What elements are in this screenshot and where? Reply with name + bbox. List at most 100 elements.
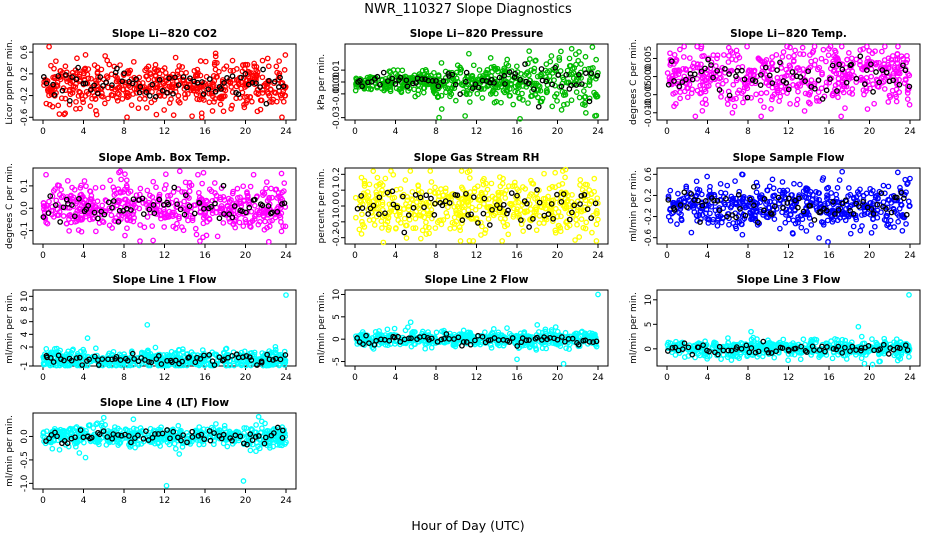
- x-tick-label: 16: [823, 251, 835, 261]
- data-point: [276, 362, 283, 369]
- data-point: [176, 63, 183, 69]
- data-point: [206, 99, 213, 106]
- y-tick-label: 6: [20, 319, 30, 325]
- data-point: [692, 194, 699, 200]
- data-point: [861, 91, 867, 98]
- data-point: [595, 216, 601, 223]
- reference-point: [749, 77, 756, 83]
- outlier-point: [124, 114, 130, 121]
- data-point: [361, 183, 368, 189]
- data-point: [753, 91, 759, 98]
- reference-point: [800, 208, 807, 215]
- reference-point: [421, 204, 427, 211]
- reference-point: [827, 76, 833, 82]
- data-point: [537, 98, 544, 105]
- data-point: [466, 175, 473, 181]
- outlier-point: [436, 114, 442, 121]
- data-point: [573, 89, 580, 95]
- reference-point: [117, 357, 124, 363]
- x-tick-label: 12: [159, 127, 170, 137]
- data-point: [577, 176, 584, 183]
- reference-point: [562, 338, 568, 345]
- data-point: [365, 85, 372, 92]
- data-point: [510, 205, 517, 212]
- data-point: [463, 91, 470, 98]
- reference-point: [671, 78, 677, 84]
- data-point: [109, 225, 116, 231]
- data-point: [733, 95, 739, 102]
- data-point: [141, 96, 148, 102]
- outlier-point: [43, 171, 49, 178]
- data-point: [142, 67, 148, 74]
- y-axis-label: Licor ppm per min.: [5, 39, 15, 124]
- outlier-point: [153, 111, 160, 118]
- data-point: [595, 200, 601, 207]
- data-point: [209, 108, 216, 114]
- reference-point: [733, 73, 739, 80]
- data-point: [853, 56, 860, 63]
- data-point: [425, 329, 431, 335]
- reference-point: [823, 87, 830, 94]
- data-point: [677, 89, 684, 95]
- reference-point: [148, 359, 155, 366]
- data-point: [776, 98, 782, 104]
- data-point: [137, 238, 143, 244]
- data-point: [247, 94, 253, 101]
- reference-point: [368, 78, 375, 85]
- y-axis-label: ml/min per min.: [5, 292, 15, 364]
- data-point: [442, 188, 449, 195]
- reference-point: [874, 201, 881, 208]
- data-point: [144, 187, 151, 194]
- data-point: [488, 180, 495, 187]
- data-point: [850, 223, 857, 230]
- data-point: [587, 198, 594, 205]
- data-point: [136, 191, 143, 198]
- reference-point: [559, 334, 565, 340]
- data-point: [195, 189, 202, 196]
- data-point: [245, 194, 251, 200]
- data-point: [179, 64, 186, 70]
- reference-point: [739, 67, 745, 74]
- data-point: [795, 216, 801, 223]
- data-point: [786, 53, 792, 60]
- reference-point: [737, 206, 743, 212]
- data-point: [66, 212, 72, 219]
- chart-panel-2: Slope Li−820 Temp.0 4 8 12 16 20 24-0.010-0.00…: [629, 28, 921, 137]
- data-point: [677, 46, 683, 53]
- reference-point: [698, 68, 705, 75]
- data-point: [547, 58, 554, 65]
- data-point: [56, 208, 63, 215]
- data-point: [409, 189, 416, 195]
- reference-point: [109, 356, 115, 363]
- reference-point: [575, 71, 582, 78]
- data-point: [705, 198, 711, 204]
- data-point: [528, 177, 534, 184]
- data-point: [264, 55, 271, 62]
- data-point: [593, 93, 600, 100]
- x-tick-label: 16: [823, 127, 835, 137]
- data-point: [358, 231, 365, 237]
- reference-point: [158, 361, 165, 367]
- data-point: [496, 189, 502, 196]
- reference-point: [212, 200, 218, 207]
- data-point: [168, 96, 174, 102]
- reference-point: [683, 76, 689, 83]
- reference-point: [550, 215, 556, 222]
- data-point: [770, 193, 776, 200]
- data-point: [504, 56, 511, 63]
- data-point: [445, 338, 451, 345]
- x-tick-label: 4: [393, 127, 399, 137]
- data-point: [837, 60, 843, 67]
- data-point: [730, 81, 737, 88]
- reference-point: [592, 200, 599, 207]
- data-point: [255, 221, 262, 228]
- data-point: [500, 219, 507, 225]
- data-point: [871, 100, 877, 107]
- reference-point: [180, 74, 187, 80]
- data-point: [213, 74, 220, 81]
- data-point: [66, 86, 73, 93]
- data-point: [200, 234, 206, 241]
- data-point: [767, 199, 773, 205]
- reference-point: [797, 74, 804, 80]
- data-point: [117, 188, 124, 195]
